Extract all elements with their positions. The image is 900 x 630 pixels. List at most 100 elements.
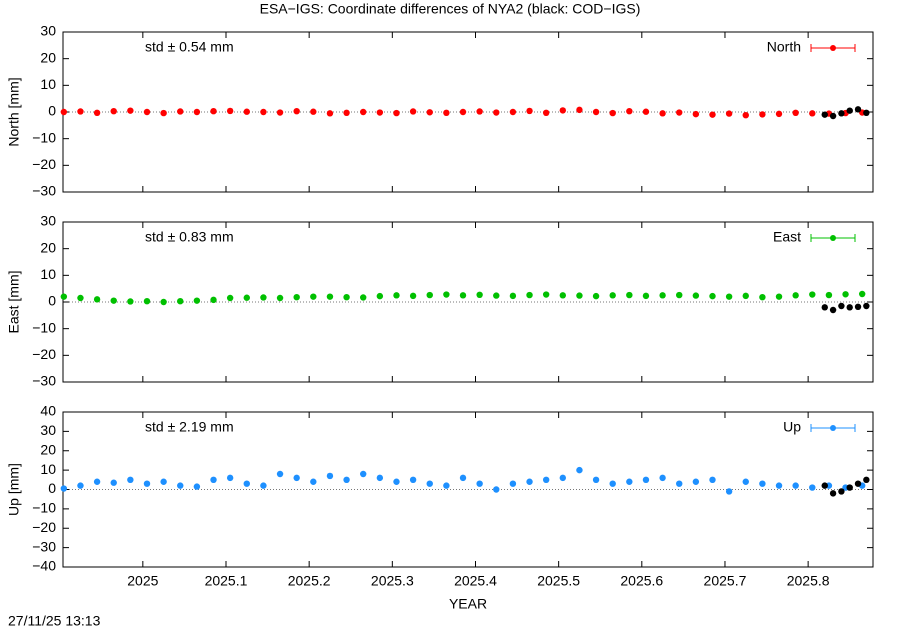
data-point <box>609 292 616 299</box>
data-point <box>127 107 134 114</box>
y-axis-label: North [mm] <box>6 77 22 146</box>
y-tick-label: 0 <box>48 103 56 119</box>
data-point <box>260 108 267 116</box>
data-point <box>592 292 600 300</box>
data-point <box>842 291 849 298</box>
data-point <box>509 480 517 487</box>
data-point <box>160 109 167 117</box>
x-axis-label: YEAR <box>449 596 487 612</box>
y-tick-label: 20 <box>40 239 56 255</box>
legend-label: North <box>767 39 801 55</box>
data-point <box>343 476 350 484</box>
data-point <box>110 297 117 304</box>
y-tick-label: −40 <box>32 558 56 574</box>
y-tick-label: 30 <box>40 23 56 39</box>
data-point <box>360 108 367 116</box>
data-point <box>393 109 400 117</box>
y-tick-label: −10 <box>32 129 56 145</box>
y-tick-label: −30 <box>32 373 56 389</box>
data-point <box>376 474 384 482</box>
data-point <box>809 291 816 298</box>
data-point <box>526 107 533 115</box>
x-tick-label: 2025.1 <box>205 573 248 589</box>
data-point <box>809 484 816 491</box>
data-point <box>829 112 837 120</box>
data-point <box>642 292 650 300</box>
data-point <box>676 109 683 116</box>
data-point <box>775 482 783 489</box>
data-point <box>659 474 666 482</box>
data-point <box>226 474 234 482</box>
data-point <box>310 293 317 300</box>
x-tick-label: 2025.6 <box>620 573 663 589</box>
data-point <box>792 109 799 117</box>
data-point <box>692 110 700 118</box>
data-point <box>759 111 766 118</box>
data-point <box>559 292 567 299</box>
y-tick-label: −10 <box>32 319 56 335</box>
data-point <box>376 109 384 116</box>
std-annotation: std ± 2.19 mm <box>145 419 234 435</box>
data-point <box>143 480 151 487</box>
data-point <box>60 108 68 116</box>
data-point <box>443 109 450 117</box>
data-point <box>260 294 267 301</box>
data-point <box>759 294 766 301</box>
y-tick-label: 20 <box>40 441 56 457</box>
data-point <box>642 108 650 115</box>
data-point <box>542 291 550 298</box>
data-point <box>177 482 184 489</box>
std-annotation: std ± 0.54 mm <box>145 39 234 55</box>
x-tick-label: 2025 <box>127 573 158 589</box>
data-point <box>821 304 828 311</box>
legend-label: Up <box>783 419 801 435</box>
y-tick-label: −20 <box>32 346 56 362</box>
data-point <box>526 478 533 485</box>
data-point <box>725 110 733 117</box>
data-point <box>110 479 117 486</box>
y-tick-label: 10 <box>40 76 56 92</box>
legend-symbol <box>830 45 836 51</box>
data-point <box>854 303 862 310</box>
data-point <box>193 297 201 304</box>
data-point <box>77 108 84 115</box>
data-point <box>143 108 151 116</box>
data-point <box>576 466 583 474</box>
data-point <box>177 108 184 115</box>
timestamp: 27/11/25 13:13 <box>8 613 101 629</box>
data-point <box>709 111 716 118</box>
data-point <box>576 292 583 299</box>
data-point <box>725 293 733 300</box>
data-point <box>93 296 101 303</box>
data-point <box>409 476 417 484</box>
data-point <box>775 293 783 300</box>
data-point <box>725 488 733 495</box>
data-point <box>143 298 151 305</box>
data-point <box>343 109 350 117</box>
data-point <box>825 291 833 299</box>
data-point <box>459 108 467 116</box>
data-point <box>821 482 828 489</box>
data-point <box>692 478 700 485</box>
y-tick-label: −30 <box>32 183 56 199</box>
data-point <box>659 292 666 299</box>
data-point <box>846 484 853 491</box>
data-point <box>476 291 483 298</box>
data-point <box>210 476 217 484</box>
x-tick-label: 2025.2 <box>288 573 331 589</box>
data-point <box>326 293 334 300</box>
data-point <box>526 291 533 299</box>
data-point <box>276 294 284 302</box>
data-point <box>77 294 84 302</box>
data-point <box>592 476 600 484</box>
data-point <box>576 106 583 114</box>
data-point <box>846 107 853 114</box>
data-point <box>775 110 783 118</box>
legend-symbol <box>830 425 836 431</box>
y-tick-label: 0 <box>48 293 56 309</box>
data-point <box>509 292 517 300</box>
data-point <box>127 476 134 484</box>
data-point <box>409 292 417 300</box>
data-point <box>559 107 567 114</box>
data-point <box>821 111 828 118</box>
